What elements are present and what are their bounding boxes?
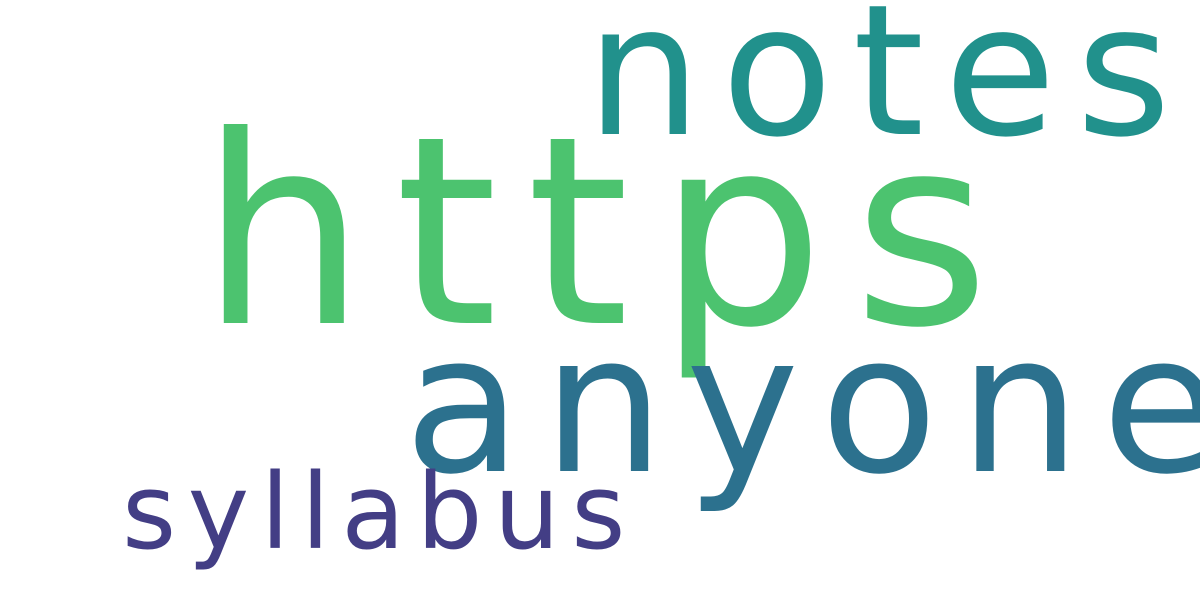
word-syllabus: syllabus [122, 451, 637, 573]
word-https: https [200, 80, 1019, 385]
word-anyone: anyone [404, 294, 1200, 517]
word-notes: notes [586, 0, 1191, 177]
